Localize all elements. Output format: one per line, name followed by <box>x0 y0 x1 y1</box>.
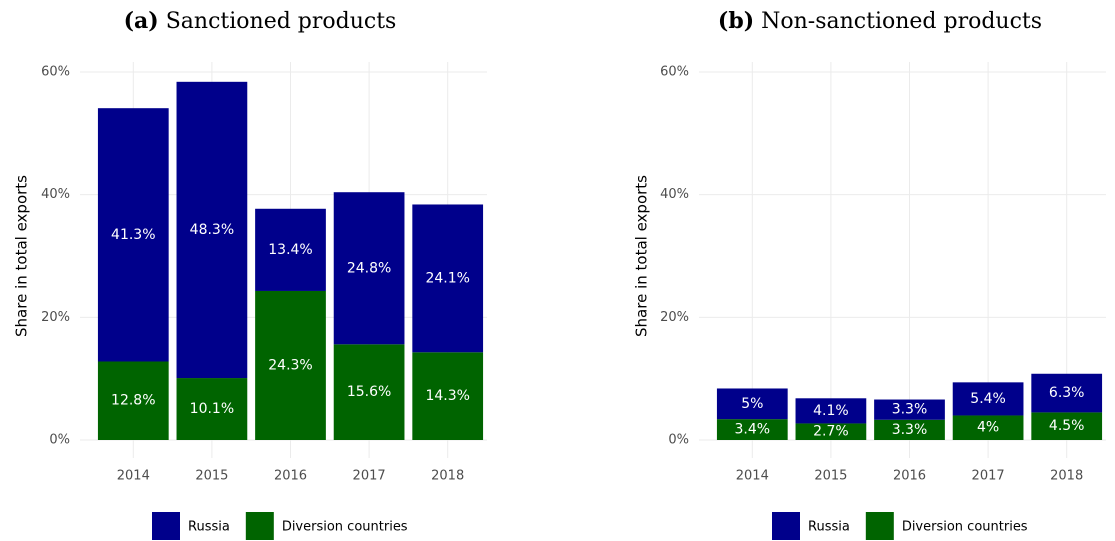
y-axis-label: Share in total exports <box>633 175 651 337</box>
value-label: 15.6% <box>347 384 391 400</box>
x-tick-label: 2014 <box>736 469 769 484</box>
panel-label: (b) <box>718 8 754 34</box>
y-tick-label: 0% <box>49 433 70 448</box>
y-tick-label: 40% <box>41 187 70 202</box>
panel-label: (a) <box>124 8 159 34</box>
value-label: 12.8% <box>111 393 155 409</box>
title-text: Sanctioned products <box>166 9 397 34</box>
value-label: 13.4% <box>268 242 312 258</box>
legend-label: Diversion countries <box>902 520 1028 535</box>
bar-segment <box>795 423 867 440</box>
bar-segment <box>255 208 326 291</box>
y-tick-label: 20% <box>41 310 70 325</box>
value-label: 3.3% <box>892 402 928 418</box>
bar-segment <box>255 290 326 440</box>
y-tick-label: 40% <box>660 187 689 202</box>
value-label: 2.7% <box>813 424 849 440</box>
value-label: 4.1% <box>813 403 849 419</box>
x-tick-label: 2016 <box>893 469 926 484</box>
value-label: 24.3% <box>268 357 312 373</box>
value-label: 5% <box>741 396 763 412</box>
x-tick-label: 2018 <box>431 469 464 484</box>
value-label: 48.3% <box>190 222 234 238</box>
title-space <box>754 9 761 34</box>
x-tick-label: 2017 <box>353 469 386 484</box>
value-label: 10.1% <box>190 401 234 417</box>
legend-label: Russia <box>188 520 230 535</box>
bar-segment <box>874 399 945 420</box>
bar-segment <box>176 81 248 379</box>
value-label: 14.3% <box>425 388 469 404</box>
value-label: 41.3% <box>111 227 155 243</box>
value-label: 3.4% <box>735 422 771 438</box>
value-label: 4% <box>977 420 999 436</box>
x-tick-label: 2014 <box>117 469 150 484</box>
y-tick-label: 20% <box>660 310 689 325</box>
bar-segment <box>716 388 788 420</box>
x-tick-label: 2016 <box>274 469 307 484</box>
x-tick-label: 2018 <box>1050 469 1083 484</box>
value-label: 5.4% <box>970 391 1006 407</box>
bar-segment <box>716 419 788 440</box>
bar-segment <box>97 361 169 440</box>
legend-swatch <box>245 512 274 540</box>
value-label: 24.8% <box>347 260 391 276</box>
x-tick-label: 2017 <box>972 469 1005 484</box>
legend-label: Diversion countries <box>282 520 408 535</box>
chart-title: (a) Sanctioned products <box>124 8 397 34</box>
bar-segment <box>1031 373 1103 413</box>
bar-segment <box>412 352 484 440</box>
y-tick-label: 60% <box>41 65 70 80</box>
value-label: 4.5% <box>1049 418 1085 434</box>
bar-segment <box>952 415 1024 440</box>
bar-segment <box>795 398 867 424</box>
legend-swatch <box>152 512 180 540</box>
x-tick-label: 2015 <box>195 469 228 484</box>
legend-swatch <box>772 512 800 540</box>
bar-segment <box>1031 412 1103 440</box>
bar-segment <box>952 382 1024 416</box>
title-text: Non-sanctioned products <box>761 9 1042 34</box>
y-tick-label: 60% <box>660 65 689 80</box>
x-tick-label: 2015 <box>814 469 847 484</box>
value-label: 24.1% <box>425 270 469 286</box>
chart-title: (b) Non-sanctioned products <box>718 8 1042 34</box>
y-axis-label: Share in total exports <box>13 175 31 337</box>
value-label: 6.3% <box>1049 385 1085 401</box>
bar-segment <box>412 204 484 353</box>
bar-segment <box>97 108 169 362</box>
legend-swatch <box>865 512 894 540</box>
bar-segment <box>333 192 405 345</box>
bar-segment <box>874 419 945 440</box>
title-space <box>159 9 166 34</box>
value-label: 3.3% <box>892 422 928 438</box>
bar-segment <box>333 344 405 440</box>
bar-segment <box>176 378 248 440</box>
y-tick-label: 0% <box>668 433 689 448</box>
legend-label: Russia <box>808 520 850 535</box>
